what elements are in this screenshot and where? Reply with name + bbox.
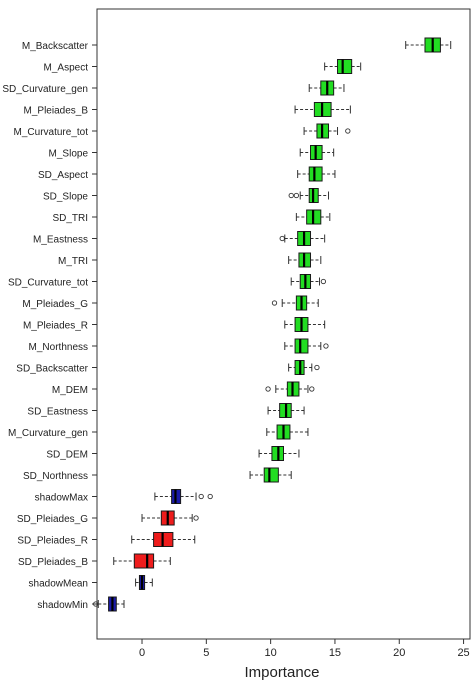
outlier-point xyxy=(345,128,351,134)
box-M_Pleiades_R xyxy=(284,317,326,332)
y-tick-label: M_Slope xyxy=(49,149,89,160)
box-SD_Backscatter xyxy=(288,360,320,375)
boxes-layer xyxy=(93,37,452,612)
y-tick-label: SD_Aspect xyxy=(38,170,88,181)
outlier-point xyxy=(293,192,300,199)
y-tick-label: SD_Curvature_tot xyxy=(8,278,88,289)
box-SD_Eastness xyxy=(267,403,305,418)
y-tick-label: M_Backscatter xyxy=(22,41,89,52)
box-SD_DEM xyxy=(258,446,300,461)
y-tick-label: M_Pleiades_B xyxy=(24,106,89,117)
y-tick-label: SD_Pleiades_R xyxy=(17,536,88,547)
y-tick-label: M_Aspect xyxy=(44,63,89,74)
outlier-point xyxy=(314,364,320,371)
box-SD_Pleiades_G xyxy=(141,510,199,526)
box-iqr xyxy=(294,338,309,354)
box-M_Aspect xyxy=(324,59,362,74)
box-M_Pleiades_B xyxy=(294,102,351,117)
box-SD_Northness xyxy=(249,467,292,483)
outlier-point xyxy=(288,192,294,199)
box-M_Eastness xyxy=(279,231,326,246)
y-tick-label: SD_Curvature_gen xyxy=(2,84,88,95)
y-tick-label: SD_Northness xyxy=(23,471,88,482)
x-tick-label: 25 xyxy=(457,647,469,659)
outlier-point xyxy=(309,386,315,392)
outlier-point xyxy=(323,343,329,349)
y-tick-label: SD_Pleiades_G xyxy=(17,514,88,525)
box-SD_Pleiades_R xyxy=(131,532,196,547)
y-tick-label: SD_Backscatter xyxy=(16,364,88,375)
box-iqr xyxy=(337,59,353,74)
outlier-point xyxy=(198,493,204,500)
outlier-point xyxy=(193,515,199,521)
y-tick-label: M_Curvature_gen xyxy=(8,428,88,439)
box-M_TRI xyxy=(288,252,322,268)
box-M_Curvature_tot xyxy=(303,123,351,139)
box-M_Curvature_gen xyxy=(266,424,309,440)
box-shadowMax xyxy=(154,489,213,504)
y-tick-label: shadowMean xyxy=(29,579,88,590)
box-SD_Curvature_gen xyxy=(308,80,345,96)
outlier-point xyxy=(279,235,285,242)
y-tick-label: shadowMin xyxy=(37,600,88,611)
outlier-point xyxy=(271,300,278,306)
x-axis-title: Importance xyxy=(244,664,319,681)
y-tick-label: M_Northness xyxy=(29,342,88,353)
x-axis: 0 5 10 15 20 25 xyxy=(139,639,470,659)
x-tick-label: 20 xyxy=(393,647,405,659)
y-tick-label: M_Pleiades_R xyxy=(23,321,88,332)
box-SD_Aspect xyxy=(297,166,336,182)
box-shadowMin xyxy=(93,596,125,612)
box-M_DEM xyxy=(265,381,315,397)
x-tick-label: 15 xyxy=(329,647,341,659)
y-tick-label: SD_Pleiades_B xyxy=(18,557,88,568)
y-tick-label: SD_DEM xyxy=(46,450,88,461)
y-tick-label: SD_Eastness xyxy=(27,407,88,418)
box-SD_Curvature_tot xyxy=(290,274,327,289)
box-iqr xyxy=(263,467,279,483)
box-shadowMean xyxy=(135,575,153,590)
y-axis-labels: M_Backscatter M_Aspect SD_Curvature_gen M_P… xyxy=(2,41,97,611)
x-tick-label: 5 xyxy=(203,647,209,659)
y-tick-label: M_TRI xyxy=(58,256,88,267)
x-tick-label: 10 xyxy=(265,647,277,659)
y-tick-label: shadowMax xyxy=(35,493,88,504)
box-M_Pleiades_G xyxy=(271,295,319,311)
outlier-point xyxy=(265,386,271,392)
box-SD_Pleiades_B xyxy=(113,553,171,569)
y-tick-label: SD_TRI xyxy=(52,213,88,224)
box-M_Northness xyxy=(284,338,329,354)
box-M_Backscatter xyxy=(405,37,452,53)
box-iqr xyxy=(308,166,323,182)
y-tick-label: M_DEM xyxy=(52,385,88,396)
box-SD_TRI xyxy=(295,209,331,225)
box-M_Slope xyxy=(299,145,335,160)
outlier-point xyxy=(207,493,213,500)
y-tick-label: SD_Slope xyxy=(43,192,88,203)
x-tick-label: 0 xyxy=(139,647,145,659)
y-tick-label: M_Pleiades_G xyxy=(22,299,88,310)
box-SD_Slope xyxy=(288,188,330,203)
box-iqr xyxy=(133,553,155,569)
outlier-point xyxy=(320,278,327,285)
y-tick-label: M_Eastness xyxy=(33,235,88,246)
y-tick-label: M_Curvature_tot xyxy=(14,127,89,138)
